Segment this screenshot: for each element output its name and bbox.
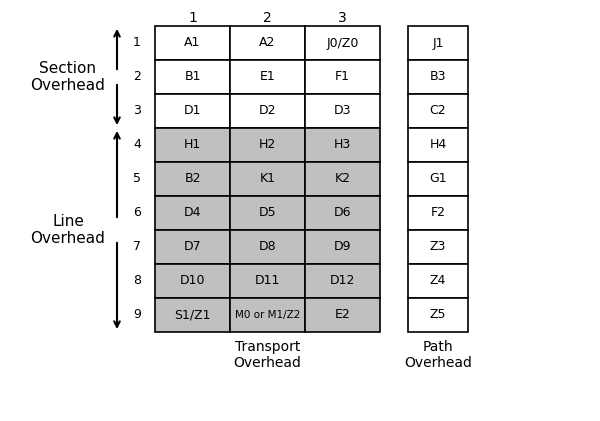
Bar [408, 60, 468, 94]
Text: E1: E1 [260, 70, 275, 83]
Text: 9: 9 [133, 309, 141, 322]
Text: H2: H2 [259, 139, 276, 152]
Text: D11: D11 [255, 274, 280, 288]
Bar [155, 230, 230, 264]
Bar [408, 230, 468, 264]
Bar [230, 230, 305, 264]
Bar [155, 94, 230, 128]
Text: 3: 3 [338, 11, 347, 25]
Bar [155, 162, 230, 196]
Bar [230, 128, 305, 162]
Text: D6: D6 [334, 206, 351, 219]
Text: 2: 2 [263, 11, 272, 25]
Bar [155, 128, 230, 162]
Text: D10: D10 [180, 274, 205, 288]
Text: Path
Overhead: Path Overhead [404, 340, 472, 370]
Text: 5: 5 [133, 173, 141, 186]
Bar [305, 94, 380, 128]
Text: D2: D2 [259, 104, 276, 117]
Bar [305, 196, 380, 230]
Bar [305, 162, 380, 196]
Text: A1: A1 [184, 37, 200, 50]
Bar [305, 60, 380, 94]
Bar [155, 264, 230, 298]
Bar [230, 298, 305, 332]
Text: Z4: Z4 [430, 274, 446, 288]
Bar [305, 230, 380, 264]
Bar [408, 298, 468, 332]
Bar [408, 264, 468, 298]
Text: C2: C2 [430, 104, 446, 117]
Bar [408, 128, 468, 162]
Text: E2: E2 [335, 309, 350, 322]
Bar [230, 60, 305, 94]
Text: D1: D1 [184, 104, 201, 117]
Text: Z3: Z3 [430, 240, 446, 253]
Text: D12: D12 [330, 274, 355, 288]
Text: 8: 8 [133, 274, 141, 288]
Text: F1: F1 [335, 70, 350, 83]
Text: D7: D7 [184, 240, 202, 253]
Bar [408, 26, 468, 60]
Bar [230, 196, 305, 230]
Bar [305, 26, 380, 60]
Text: 2: 2 [133, 70, 141, 83]
Bar [230, 264, 305, 298]
Text: A2: A2 [259, 37, 275, 50]
Text: Transport
Overhead: Transport Overhead [233, 340, 301, 370]
Text: J0/Z0: J0/Z0 [326, 37, 359, 50]
Text: Z5: Z5 [430, 309, 446, 322]
Text: J1: J1 [432, 37, 444, 50]
Text: Section
Overhead: Section Overhead [31, 61, 106, 93]
Bar [230, 26, 305, 60]
Text: D8: D8 [259, 240, 277, 253]
Text: B1: B1 [184, 70, 201, 83]
Bar [155, 26, 230, 60]
Text: D4: D4 [184, 206, 201, 219]
Text: 4: 4 [133, 139, 141, 152]
Text: K2: K2 [335, 173, 350, 186]
Text: 6: 6 [133, 206, 141, 219]
Text: F2: F2 [431, 206, 445, 219]
Text: K1: K1 [260, 173, 275, 186]
Bar [305, 264, 380, 298]
Bar [305, 128, 380, 162]
Text: M0 or M1/Z2: M0 or M1/Z2 [235, 310, 300, 320]
Text: D5: D5 [259, 206, 277, 219]
Bar [408, 196, 468, 230]
Bar [230, 162, 305, 196]
Text: 7: 7 [133, 240, 141, 253]
Text: D3: D3 [334, 104, 351, 117]
Bar [155, 298, 230, 332]
Bar [155, 60, 230, 94]
Text: B3: B3 [430, 70, 446, 83]
Bar [408, 162, 468, 196]
Bar [155, 196, 230, 230]
Text: D9: D9 [334, 240, 351, 253]
Text: G1: G1 [429, 173, 447, 186]
Bar [408, 94, 468, 128]
Text: H3: H3 [334, 139, 351, 152]
Text: H1: H1 [184, 139, 201, 152]
Text: H4: H4 [430, 139, 446, 152]
Text: Line
Overhead: Line Overhead [31, 214, 106, 246]
Bar [230, 94, 305, 128]
Text: S1/Z1: S1/Z1 [174, 309, 211, 322]
Text: 1: 1 [188, 11, 197, 25]
Text: 1: 1 [133, 37, 141, 50]
Text: 3: 3 [133, 104, 141, 117]
Text: B2: B2 [184, 173, 201, 186]
Bar [305, 298, 380, 332]
